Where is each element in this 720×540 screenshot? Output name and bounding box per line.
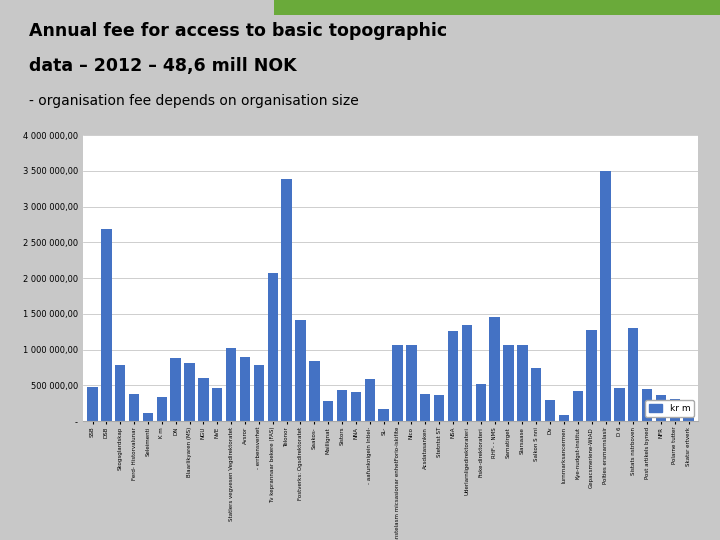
Bar bbox=[212, 388, 222, 421]
Bar bbox=[614, 388, 624, 421]
Legend: kr m: kr m bbox=[645, 400, 694, 417]
Bar bbox=[143, 413, 153, 421]
Bar bbox=[448, 331, 458, 421]
Bar bbox=[351, 392, 361, 421]
Bar bbox=[406, 345, 417, 421]
Bar bbox=[198, 378, 209, 421]
Bar bbox=[309, 361, 320, 421]
Bar bbox=[171, 358, 181, 421]
Bar bbox=[475, 384, 486, 421]
Bar bbox=[323, 401, 333, 421]
Bar bbox=[129, 394, 139, 421]
Bar bbox=[420, 394, 431, 421]
Text: - organisation fee depends on organisation size: - organisation fee depends on organisati… bbox=[29, 94, 359, 109]
Bar bbox=[587, 329, 597, 421]
Bar bbox=[364, 379, 375, 421]
Bar bbox=[282, 179, 292, 421]
Bar bbox=[268, 273, 278, 421]
Bar bbox=[503, 346, 513, 421]
Bar bbox=[642, 389, 652, 421]
Bar bbox=[184, 363, 194, 421]
Bar bbox=[226, 348, 236, 421]
Bar bbox=[572, 391, 583, 421]
Bar bbox=[545, 401, 555, 421]
Text: data – 2012 – 48,6 mill NOK: data – 2012 – 48,6 mill NOK bbox=[29, 57, 297, 75]
Bar bbox=[102, 230, 112, 421]
Bar bbox=[656, 395, 666, 421]
Bar bbox=[670, 399, 680, 421]
Bar bbox=[253, 364, 264, 421]
Bar bbox=[559, 415, 569, 421]
Bar bbox=[240, 357, 251, 421]
Bar bbox=[531, 368, 541, 421]
Bar bbox=[600, 172, 611, 421]
Bar bbox=[683, 400, 694, 421]
Bar bbox=[392, 346, 402, 421]
Bar bbox=[462, 325, 472, 421]
Bar bbox=[434, 395, 444, 421]
Bar bbox=[157, 397, 167, 421]
Bar bbox=[115, 366, 125, 421]
Bar bbox=[337, 390, 347, 421]
Bar bbox=[274, 0, 720, 15]
Bar bbox=[517, 346, 528, 421]
Bar bbox=[87, 387, 98, 421]
Bar bbox=[295, 320, 306, 421]
Bar bbox=[628, 328, 639, 421]
Bar bbox=[379, 409, 389, 421]
Bar bbox=[490, 318, 500, 421]
Text: Annual fee for access to basic topographic: Annual fee for access to basic topograph… bbox=[29, 22, 447, 40]
